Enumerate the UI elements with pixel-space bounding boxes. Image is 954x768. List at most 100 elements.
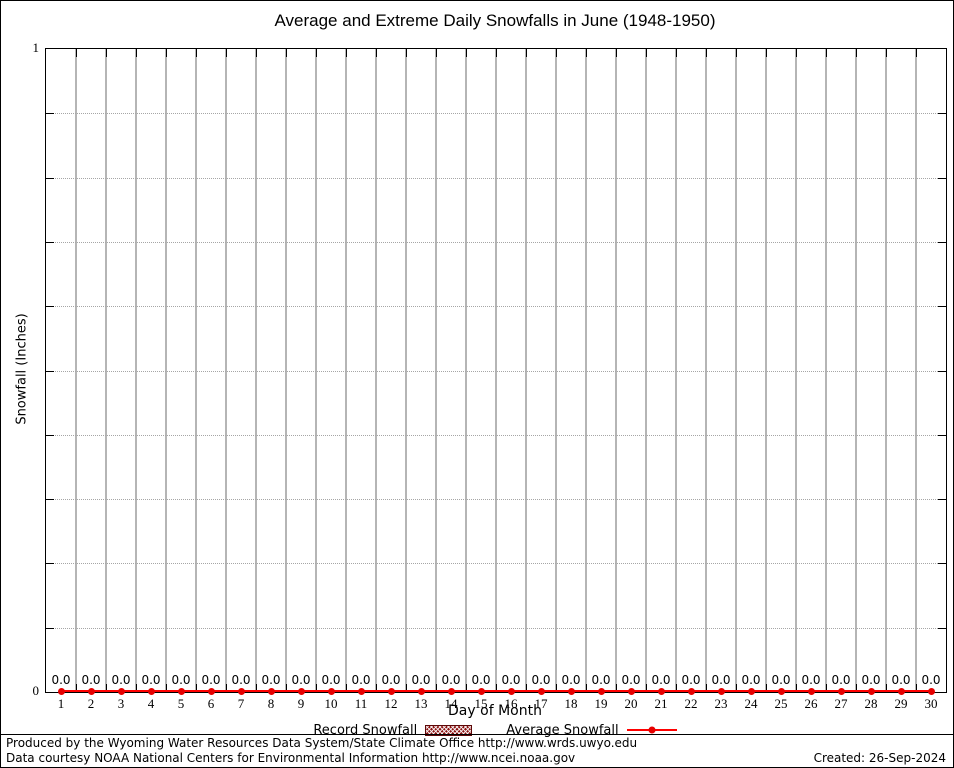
x-tick-label: 19 bbox=[594, 696, 608, 711]
average-snowfall-point bbox=[417, 687, 425, 695]
x-tick-bottom bbox=[136, 684, 137, 692]
x-tick-bottom bbox=[826, 684, 827, 692]
average-snowfall-point bbox=[237, 687, 245, 695]
value-label: 0.0 bbox=[261, 673, 281, 687]
x-tick-bottom bbox=[886, 684, 887, 692]
x-tick-bottom bbox=[256, 684, 257, 692]
horizontal-gridline bbox=[46, 241, 946, 243]
x-tick-bottom bbox=[586, 684, 587, 692]
x-tick-bottom bbox=[316, 684, 317, 692]
x-tick-top bbox=[616, 49, 617, 57]
x-tick-bottom bbox=[406, 684, 407, 692]
x-tick-top bbox=[256, 49, 257, 57]
average-snowfall-point bbox=[807, 687, 815, 695]
value-label: 0.0 bbox=[381, 673, 401, 687]
x-tick-label: 6 bbox=[207, 696, 215, 711]
x-tick-top bbox=[496, 49, 497, 57]
x-tick-top bbox=[196, 49, 197, 57]
value-label: 0.0 bbox=[441, 673, 461, 687]
x-tick-top bbox=[676, 49, 677, 57]
x-tick-bottom bbox=[76, 684, 77, 692]
y-tick-label-min: 0 bbox=[32, 683, 40, 698]
value-label: 0.0 bbox=[921, 673, 941, 687]
x-tick-top bbox=[856, 49, 857, 57]
x-tick-label: 2 bbox=[87, 696, 95, 711]
value-label: 0.0 bbox=[471, 673, 491, 687]
horizontal-gridline bbox=[46, 177, 946, 179]
x-tick-bottom bbox=[376, 684, 377, 692]
value-label: 0.0 bbox=[561, 673, 581, 687]
value-label: 0.0 bbox=[231, 673, 251, 687]
x-tick-label: 4 bbox=[147, 696, 155, 711]
y-tick-left bbox=[46, 627, 54, 629]
x-tick-bottom bbox=[916, 684, 917, 692]
x-tick-label: 20 bbox=[624, 696, 638, 711]
chart-title: Average and Extreme Daily Snowfalls in J… bbox=[274, 11, 716, 30]
x-tick-bottom bbox=[796, 684, 797, 692]
x-tick-bottom bbox=[556, 684, 557, 692]
x-tick-bottom bbox=[706, 684, 707, 692]
value-label: 0.0 bbox=[681, 673, 701, 687]
x-tick-top bbox=[436, 49, 437, 57]
value-label: 0.0 bbox=[171, 673, 191, 687]
x-tick-label: 28 bbox=[864, 696, 878, 711]
footer-created-date: Created: 26-Sep-2024 bbox=[813, 751, 946, 765]
y-tick-right bbox=[938, 177, 946, 179]
value-label: 0.0 bbox=[321, 673, 341, 687]
average-snowfall-point bbox=[507, 687, 515, 695]
value-label: 0.0 bbox=[651, 673, 671, 687]
average-snowfall-point bbox=[327, 687, 335, 695]
x-tick-bottom bbox=[676, 684, 677, 692]
x-tick-bottom bbox=[346, 684, 347, 692]
x-tick-top bbox=[646, 49, 647, 57]
x-tick-top bbox=[106, 49, 107, 57]
footer-produced-by: Produced by the Wyoming Water Resources … bbox=[6, 736, 638, 750]
footer-data-courtesy: Data courtesy NOAA National Centers for … bbox=[6, 751, 576, 765]
x-tick-bottom bbox=[616, 684, 617, 692]
x-tick-label: 23 bbox=[714, 696, 728, 711]
x-tick-top bbox=[376, 49, 377, 57]
average-snowfall-point bbox=[867, 687, 875, 695]
x-tick-label: 29 bbox=[894, 696, 908, 711]
x-tick-label: 8 bbox=[267, 696, 275, 711]
x-tick-label: 7 bbox=[237, 696, 245, 711]
x-tick-top bbox=[76, 49, 77, 57]
average-snowfall-point bbox=[657, 687, 665, 695]
x-tick-label: 12 bbox=[384, 696, 398, 711]
horizontal-gridline bbox=[46, 434, 946, 436]
y-tick-right bbox=[938, 563, 946, 565]
average-snowfall-point bbox=[687, 687, 695, 695]
x-tick-top bbox=[166, 49, 167, 57]
y-tick-right bbox=[938, 306, 946, 308]
y-tick-right bbox=[938, 499, 946, 501]
average-snowfall-line bbox=[61, 690, 931, 692]
value-label: 0.0 bbox=[201, 673, 221, 687]
x-tick-top bbox=[316, 49, 317, 57]
value-label: 0.0 bbox=[711, 673, 731, 687]
value-label: 0.0 bbox=[81, 673, 101, 687]
average-snowfall-point bbox=[477, 687, 485, 695]
x-tick-bottom bbox=[466, 684, 467, 692]
x-tick-label: 3 bbox=[117, 696, 125, 711]
y-tick-left bbox=[46, 434, 54, 436]
average-snowfall-point bbox=[267, 687, 275, 695]
y-tick-left bbox=[46, 370, 54, 372]
y-tick-right bbox=[938, 627, 946, 629]
horizontal-gridline bbox=[46, 306, 946, 308]
x-tick-label: 18 bbox=[564, 696, 578, 711]
x-tick-bottom bbox=[196, 684, 197, 692]
x-tick-top bbox=[916, 49, 917, 57]
x-tick-top bbox=[796, 49, 797, 57]
value-label: 0.0 bbox=[411, 673, 431, 687]
x-tick-label: 10 bbox=[324, 696, 338, 711]
y-tick-right bbox=[938, 241, 946, 243]
x-tick-label: 9 bbox=[297, 696, 305, 711]
x-tick-bottom bbox=[856, 684, 857, 692]
x-tick-bottom bbox=[166, 684, 167, 692]
value-label: 0.0 bbox=[771, 673, 791, 687]
horizontal-gridline bbox=[46, 627, 946, 629]
average-snowfall-line-icon bbox=[626, 726, 677, 734]
x-tick-top bbox=[826, 49, 827, 57]
average-snowfall-point bbox=[297, 687, 305, 695]
x-tick-label: 24 bbox=[744, 696, 758, 711]
